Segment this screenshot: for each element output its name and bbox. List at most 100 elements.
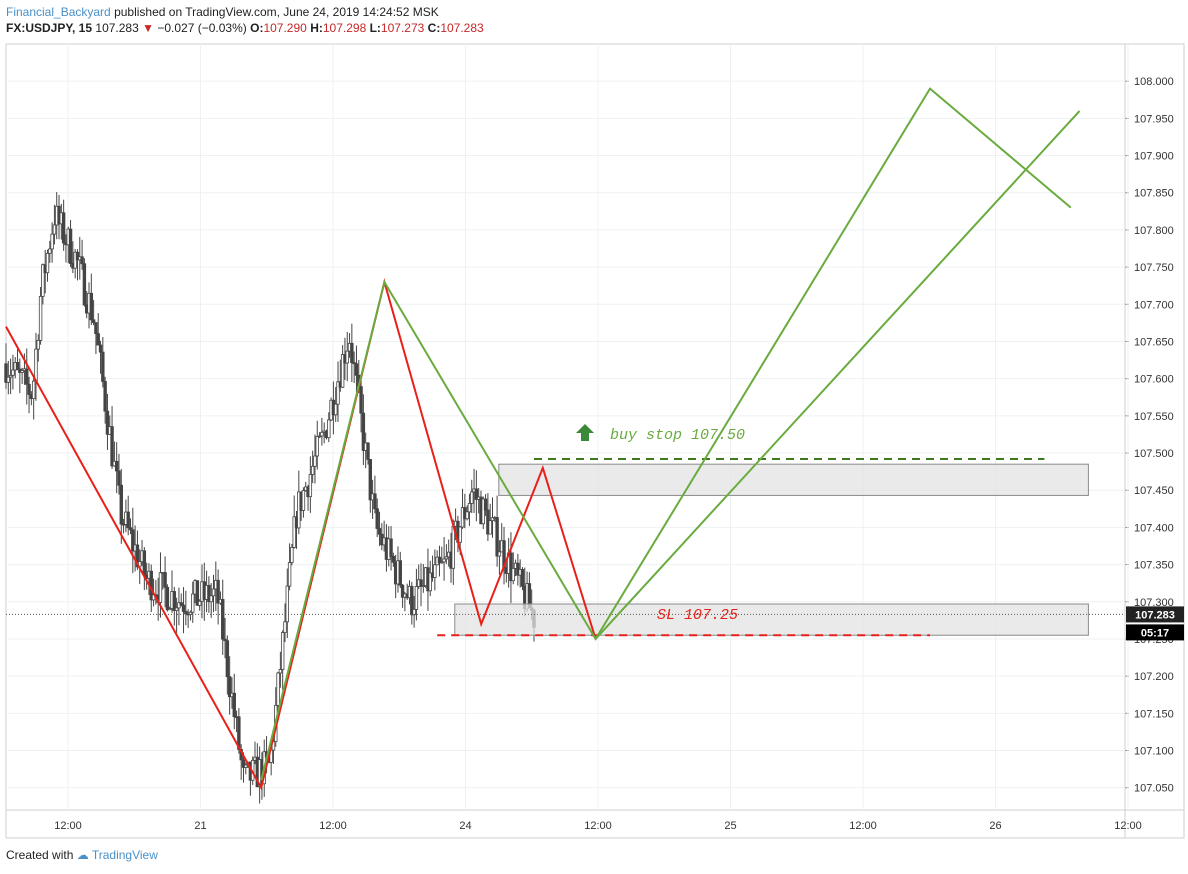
y-tick-label: 107.850 <box>1134 188 1174 200</box>
created-with-label: Created with <box>6 848 74 862</box>
candle-up <box>458 526 462 543</box>
y-tick-label: 107.600 <box>1134 374 1174 386</box>
candle-down <box>15 362 20 370</box>
footer: Created with ☁ TradingView <box>6 848 158 862</box>
price-zone <box>498 463 1089 496</box>
candle-down <box>207 584 211 603</box>
candle-up <box>283 621 287 633</box>
candle-down <box>25 368 29 385</box>
candle-up <box>197 600 202 606</box>
candle-up <box>8 374 13 378</box>
candle-up <box>442 558 446 563</box>
author-link[interactable]: Financial_Backyard <box>6 5 111 19</box>
candle-up <box>34 348 38 382</box>
candle-up <box>209 595 213 603</box>
candle-down <box>119 484 123 525</box>
candle-down <box>27 383 31 395</box>
candle-down <box>135 544 140 568</box>
candle-down <box>75 251 80 261</box>
candle-down <box>359 386 363 414</box>
candle-up <box>467 503 472 513</box>
candle-up <box>48 248 52 254</box>
stop-loss-label: SL 107.25 <box>657 607 738 624</box>
high-value: 107.298 <box>322 21 367 35</box>
y-tick-label: 107.550 <box>1134 411 1174 423</box>
candle-down <box>400 584 405 598</box>
y-tick-label: 107.950 <box>1134 113 1174 125</box>
y-tick-label: 107.750 <box>1134 262 1174 274</box>
candle-up <box>313 455 317 467</box>
red-pattern-line <box>5 278 597 791</box>
high-label: H: <box>310 21 323 35</box>
candle-up <box>497 551 502 557</box>
candle-down <box>377 528 382 535</box>
candle-down <box>361 412 366 451</box>
low-label: L: <box>369 21 381 35</box>
candle-down <box>354 363 359 376</box>
candle-up <box>421 585 426 587</box>
candle-up <box>50 233 54 250</box>
tradingview-logo-icon[interactable]: ☁ <box>76 848 89 862</box>
candle-down <box>495 517 499 557</box>
candle-down <box>474 488 479 500</box>
candle-up <box>188 611 193 615</box>
x-tick-label: 12:00 <box>1114 820 1142 832</box>
ohlc-line: FX:USDJPY, 15 107.283 ▼ −0.027 (−0.03%) … <box>6 20 484 36</box>
y-tick-label: 107.700 <box>1134 299 1174 311</box>
y-tick-label: 107.900 <box>1134 151 1174 163</box>
candle-up <box>11 369 15 376</box>
green-projection-line <box>594 110 1081 640</box>
candle-up <box>308 474 313 498</box>
candle-down <box>352 362 356 365</box>
candle-up <box>310 465 315 475</box>
chart-header: Financial_Backyard published on TradingV… <box>6 4 484 36</box>
y-tick-label: 107.300 <box>1134 597 1174 609</box>
candle-down <box>142 550 147 576</box>
candle-up <box>280 632 285 670</box>
candle-down <box>91 319 96 323</box>
candle-up <box>52 224 57 235</box>
candle-down <box>437 556 442 564</box>
candle-up <box>278 669 283 674</box>
x-tick-label: 26 <box>989 820 1001 832</box>
buy-stop-label: buy stop 107.50 <box>610 427 745 444</box>
candle-down <box>237 716 241 750</box>
candle-up <box>315 436 319 457</box>
open-value: 107.290 <box>263 21 307 35</box>
x-tick-label: 12:00 <box>584 820 612 832</box>
close-value: 107.283 <box>440 21 484 35</box>
y-tick-label: 108.000 <box>1134 76 1174 88</box>
candle-up <box>244 764 248 768</box>
candle-up <box>168 608 172 611</box>
candle-down <box>4 363 8 383</box>
candle-down <box>80 256 84 265</box>
open-label: O: <box>250 21 264 35</box>
candle-up <box>301 490 306 511</box>
last-price: 107.283 <box>95 21 139 35</box>
y-tick-label: 107.350 <box>1134 560 1174 572</box>
candle-up <box>287 562 292 587</box>
price-zone <box>454 603 1089 636</box>
y-tick-label: 107.150 <box>1134 708 1174 720</box>
candle-up <box>444 556 449 560</box>
candle-up <box>414 585 419 610</box>
symbol-label: FX:USDJPY, 15 <box>6 21 93 35</box>
candle-up <box>158 572 163 603</box>
y-tick-label: 107.400 <box>1134 522 1174 534</box>
plot-frame <box>5 43 1185 839</box>
candle-down <box>223 638 227 642</box>
tradingview-link[interactable]: TradingView <box>91 848 158 862</box>
candle-up <box>511 567 515 582</box>
countdown-text: 05:17 <box>1141 627 1169 639</box>
candle-up <box>490 517 495 522</box>
candle-up <box>290 547 294 563</box>
candle-down <box>375 508 379 529</box>
candle-up <box>285 585 289 623</box>
candle-up <box>340 354 345 388</box>
y-tick-label: 107.650 <box>1134 336 1174 348</box>
candle-up <box>38 295 43 341</box>
candle-down <box>172 591 177 611</box>
candle-down <box>366 442 370 460</box>
x-tick-label: 25 <box>724 820 736 832</box>
